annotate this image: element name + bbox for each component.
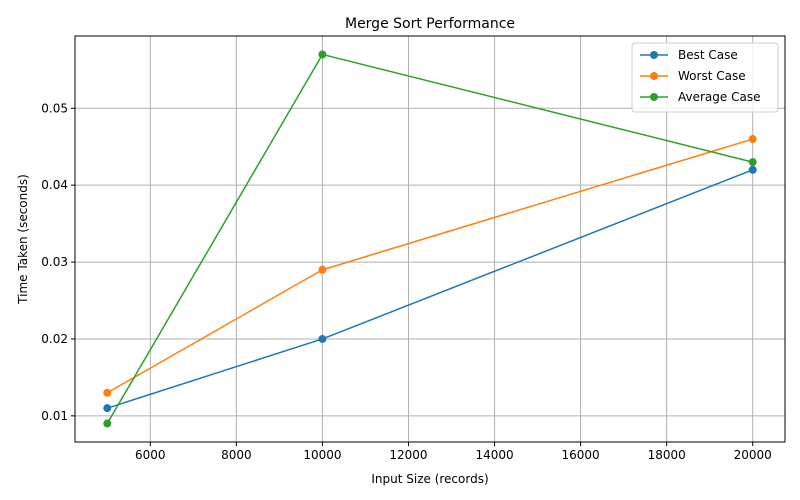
x-tick-label: 20000 — [734, 448, 772, 462]
legend: Best Case Worst Case Average Case — [631, 42, 779, 113]
x-tick-label: 18000 — [648, 448, 686, 462]
x-tick-label: 8000 — [221, 448, 252, 462]
plot-frame — [74, 35, 786, 443]
data-point-worst-case — [318, 265, 327, 274]
data-point-average-case — [318, 50, 327, 59]
legend-swatch-marker — [650, 72, 658, 80]
y-tick-label: 0.05 — [41, 101, 68, 115]
x-tick-label: 14000 — [475, 448, 513, 462]
legend-swatch-marker — [650, 93, 658, 101]
legend-label: Average Case — [678, 90, 760, 104]
legend-box — [631, 42, 779, 113]
series-line-best-case — [107, 169, 754, 409]
x-tick-label: 12000 — [389, 448, 427, 462]
y-axis-label: Time Taken (seconds) — [16, 174, 30, 305]
data-point-worst-case — [103, 388, 112, 397]
data-point-average-case — [103, 419, 112, 428]
data-point-best-case — [103, 404, 112, 413]
legend-label: Best Case — [678, 48, 738, 62]
y-tick-label: 0.03 — [41, 255, 68, 269]
x-tick-label: 16000 — [562, 448, 600, 462]
data-point-best-case — [318, 334, 327, 343]
y-tick-label: 0.04 — [41, 178, 68, 192]
data-point-best-case — [748, 165, 757, 174]
y-tick-label: 0.01 — [41, 409, 68, 423]
data-point-worst-case — [748, 135, 757, 144]
y-tick-label: 0.02 — [41, 332, 68, 346]
x-tick-label: 10000 — [303, 448, 341, 462]
x-tick-label: 6000 — [135, 448, 166, 462]
legend-swatch-marker — [650, 51, 658, 59]
x-axis-label: Input Size (records) — [371, 472, 488, 486]
chart-title: Merge Sort Performance — [345, 16, 515, 32]
legend-label: Worst Case — [678, 69, 746, 83]
data-point-average-case — [748, 158, 757, 167]
series-points — [103, 50, 757, 428]
series-line-worst-case — [106, 138, 753, 394]
y-axis-ticks: 0.01 0.02 0.03 0.04 0.05 — [41, 101, 75, 423]
x-axis-ticks: 6000 8000 10000 12000 14000 16000 18000 20000 — [135, 442, 772, 462]
